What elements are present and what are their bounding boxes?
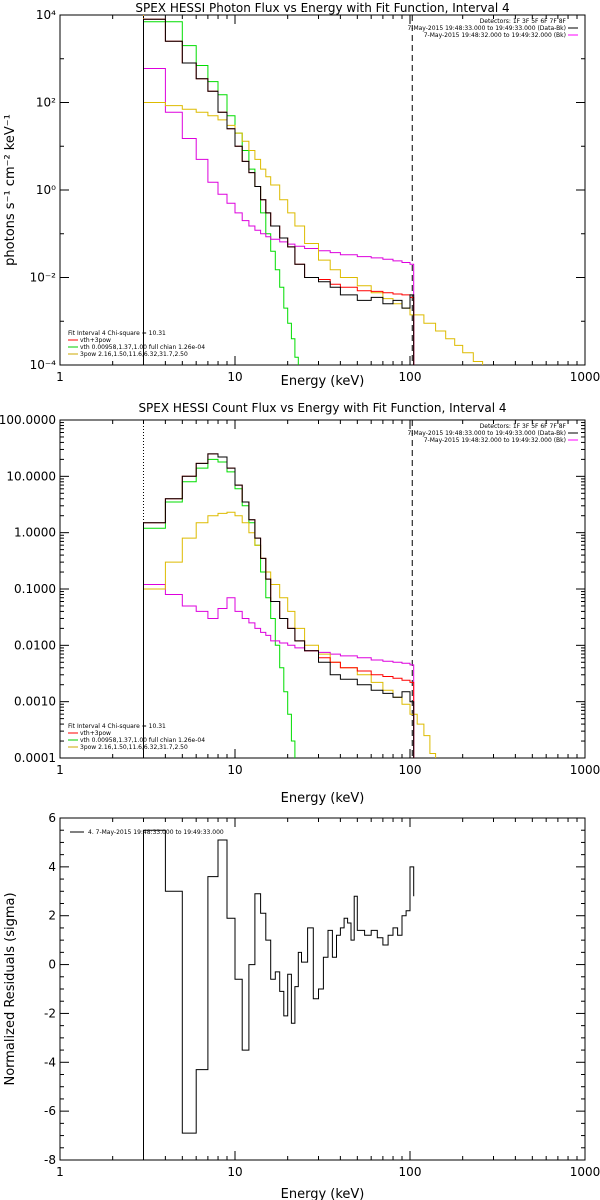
fit-text: 3pow 2.16,1.50,11.6,6.32,31.7,2.50 <box>80 351 188 358</box>
x-tick-label: 1 <box>56 370 64 384</box>
x-axis-label: Energy (keV) <box>281 1187 365 1200</box>
info-text: Detectors: 1F 3F 5F 6F 7F 8F <box>480 18 567 25</box>
fit-text: Fit Interval 4 Chi-square = 10.31 <box>68 330 166 337</box>
y-tick-label: 6 <box>48 811 56 825</box>
y-tick-label: 2 <box>48 909 56 923</box>
series-line-0 <box>143 21 306 365</box>
fit-text: 3pow 2.16,1.50,11.6,6.32,31.7,2.50 <box>80 744 188 751</box>
series-group <box>143 453 437 758</box>
y-tick-label: 0.0001 <box>14 751 56 765</box>
plot-frame <box>59 14 586 366</box>
y-tick-label: 1.0000 <box>14 526 56 540</box>
x-tick-label: 1000 <box>570 1165 600 1179</box>
fit-text: vth 0.00958,1.37,1.00 full chian 1.26e-0… <box>80 737 205 744</box>
x-tick-label: 10 <box>227 1165 242 1179</box>
y-tick-label: -2 <box>44 1006 56 1020</box>
y-tick-label: 0.0100 <box>14 638 56 652</box>
series-line-2 <box>143 102 494 365</box>
y-tick-label: 100.0000 <box>0 413 56 427</box>
series-line-3 <box>143 18 415 365</box>
y-tick-label: 10.0000 <box>6 469 56 483</box>
fit-text: vth+3pow <box>80 730 111 737</box>
series-line-4 <box>143 18 415 365</box>
plot-frame <box>59 419 586 759</box>
x-tick-label: 100 <box>399 1165 422 1179</box>
y-tick-label: 4 <box>48 860 56 874</box>
y-axis-label: photons s⁻¹ cm⁻² keV⁻¹ <box>3 114 18 266</box>
fit-text: Fit Interval 4 Chi-square = 10.31 <box>68 723 166 730</box>
fit-text: vth+3pow <box>80 337 111 344</box>
y-tick-label: -4 <box>44 1055 56 1069</box>
x-tick-label: 10 <box>227 763 242 777</box>
info-text: 7-May-2015 19:48:33.000 to 19:49:33.000 … <box>407 25 566 32</box>
series-line-0 <box>143 829 415 1160</box>
x-tick-label: 100 <box>399 370 422 384</box>
y-axis-label: Normalized Residuals (sigma) <box>3 892 18 1085</box>
y-tick-label: 10⁴ <box>36 8 56 22</box>
fit-text: vth 0.00958,1.37,1.00 full chian 1.26e-0… <box>80 344 205 351</box>
x-axis-label: Energy (keV) <box>281 374 365 389</box>
series-line-1 <box>143 584 415 758</box>
x-tick-label: 1000 <box>570 370 600 384</box>
x-axis-label: Energy (keV) <box>281 791 365 806</box>
residuals-panel: 1 10 100 1000 -8 -6 -4 -2 0 2 4 6 Energy (keV) Normal… <box>3 811 600 1200</box>
info-text: 7-May-2015 19:48:33.000 to 19:49:33.000 … <box>407 430 566 437</box>
series-group <box>143 18 494 365</box>
y-tick-label: 0.0010 <box>14 695 56 709</box>
info-text: 7-May-2015 19:48:32.000 to 19:49:32.000 … <box>424 32 566 39</box>
x-tick-label: 10 <box>227 370 242 384</box>
chart-title: SPEX HESSI Count Flux vs Energy with Fit… <box>138 401 506 415</box>
series-group <box>143 829 415 1160</box>
series-line-0 <box>143 458 299 758</box>
info-text: Detectors: 1F 3F 5F 6F 7F 8F <box>480 423 567 430</box>
x-tick-label: 1 <box>56 763 64 777</box>
y-tick-label: -6 <box>44 1104 56 1118</box>
y-tick-label: 10⁻² <box>30 271 57 285</box>
photon-flux-panel: SPEX HESSI Photon Flux vs Energy with Fi… <box>3 1 600 389</box>
y-tick-label: 0.1000 <box>14 582 56 596</box>
y-tick-label: 10⁰ <box>36 183 56 197</box>
series-line-4 <box>143 453 415 758</box>
y-tick-label: 10⁻⁴ <box>30 358 57 372</box>
x-tick-label: 1000 <box>570 763 600 777</box>
count-flux-panel: SPEX HESSI Count Flux vs Energy with Fit… <box>0 401 600 806</box>
residual-legend-text: 4. 7-May-2015 19:48:33.000 to 19:49:33.0… <box>88 829 224 836</box>
y-tick-label: 10² <box>36 96 56 110</box>
info-text: 7-May-2015 19:48:32.000 to 19:49:32.000 … <box>424 437 566 444</box>
y-tick-label: 0 <box>48 958 56 972</box>
x-tick-label: 100 <box>399 763 422 777</box>
y-tick-label: -8 <box>44 1153 56 1167</box>
series-line-1 <box>143 68 415 365</box>
chart-title: SPEX HESSI Photon Flux vs Energy with Fi… <box>135 1 509 15</box>
series-line-2 <box>143 511 437 758</box>
x-tick-label: 1 <box>56 1165 64 1179</box>
